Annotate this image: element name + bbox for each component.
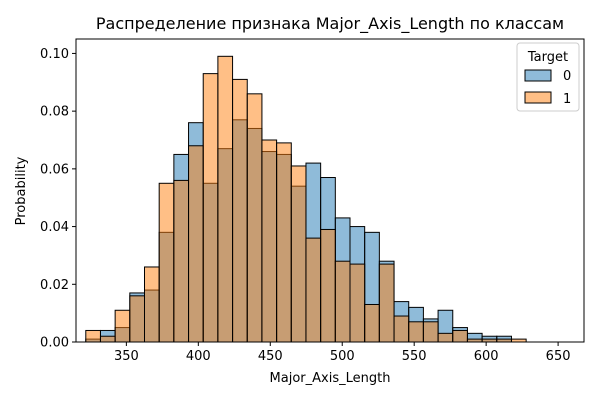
bar-series-1-bin-5 (159, 183, 174, 342)
bar-series-1-bin-15 (306, 238, 321, 342)
chart-title: Распределение признака Major_Axis_Length… (96, 14, 564, 34)
x-tick-label: 450 (258, 349, 283, 364)
bar-series-1-bin-20 (379, 264, 394, 342)
bar-series-1-bin-21 (394, 316, 409, 342)
bar-series-1-bin-6 (174, 180, 189, 342)
x-axis-label: Major_Axis_Length (270, 371, 391, 386)
bar-series-1-bin-3 (130, 296, 145, 342)
y-tick-label: 0.10 (40, 47, 69, 62)
bar-series-1-bin-12 (262, 140, 277, 342)
bar-series-1-bin-1 (100, 336, 115, 342)
bar-series-1-bin-18 (350, 264, 365, 342)
bar-series-1-bin-11 (247, 94, 262, 342)
bar-series-1-bin-0 (86, 330, 101, 342)
x-tick-label: 600 (474, 349, 499, 364)
x-tick-label: 400 (186, 349, 211, 364)
y-tick-label: 0.00 (40, 336, 69, 351)
y-tick-label: 0.04 (40, 220, 69, 235)
legend-label-0: 0 (563, 69, 571, 84)
bar-series-1-bin-16 (321, 229, 336, 342)
legend-title: Target (527, 50, 568, 65)
bar-series-1-bin-23 (423, 322, 438, 342)
bar-series-1-bin-8 (203, 74, 218, 342)
x-tick-label: 650 (546, 349, 571, 364)
legend-swatch-0 (525, 70, 551, 81)
legend-swatch-1 (525, 92, 551, 103)
legend: Target 0 1 (517, 43, 579, 111)
bar-series-1-bin-19 (365, 304, 380, 342)
bar-series-1-bin-25 (453, 330, 468, 342)
bar-series-1-bin-24 (438, 333, 453, 342)
y-tick-label: 0.06 (40, 162, 69, 177)
bar-series-1-bin-7 (189, 146, 204, 342)
y-tick-label: 0.08 (40, 105, 69, 120)
x-tick-label: 500 (330, 349, 355, 364)
bar-series-1-bin-2 (115, 310, 130, 342)
legend-label-1: 1 (563, 92, 571, 107)
x-tick-label: 350 (114, 349, 139, 364)
bar-series-1-bin-10 (233, 79, 248, 342)
bar-series-1-bin-4 (145, 267, 160, 342)
x-tick-label: 550 (402, 349, 427, 364)
bar-series-1-bin-14 (291, 166, 306, 342)
y-axis-label: Probability (14, 156, 29, 225)
y-tick-label: 0.02 (40, 278, 69, 293)
bar-series-1-bin-22 (409, 322, 424, 342)
bar-series-1-bin-13 (277, 143, 292, 342)
bar-series-1-bin-17 (335, 261, 350, 342)
bar-series-1-bin-9 (218, 56, 233, 342)
